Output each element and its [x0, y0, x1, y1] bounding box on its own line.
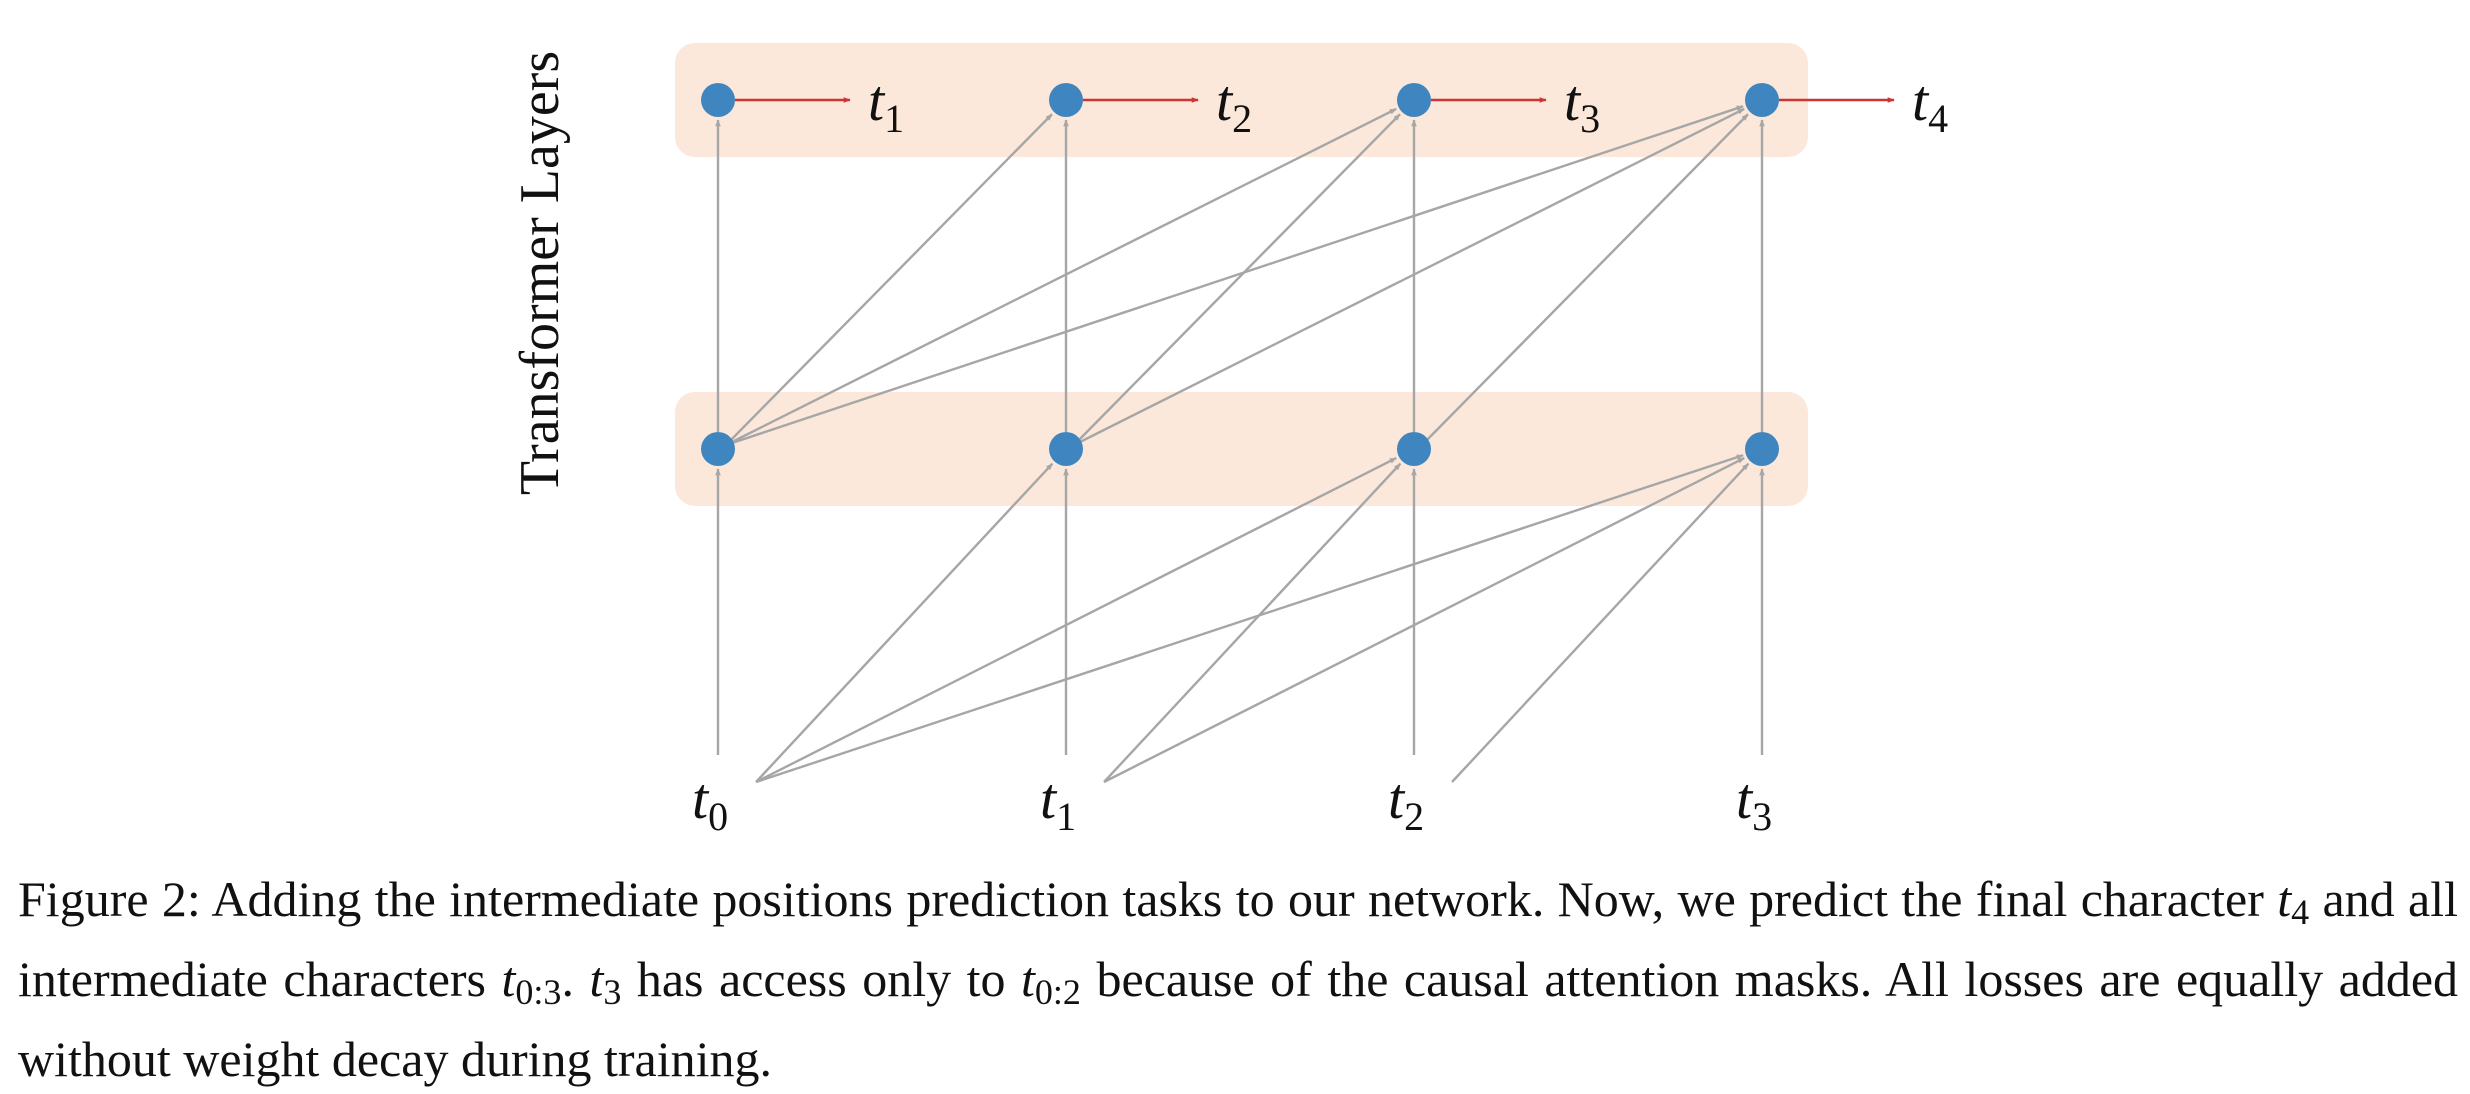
attention-edge: [1421, 113, 1749, 446]
attention-edge: [755, 456, 1397, 784]
attention-edge: [1451, 462, 1750, 783]
attention-edge: [725, 107, 1397, 447]
layer-axis-label-text: Transformer Layers: [509, 50, 572, 496]
output-token-label-base: t: [1564, 68, 1581, 133]
caption-sub: 4: [2291, 892, 2310, 932]
input-token-label: t1: [1040, 770, 1076, 837]
input-token-label-base: t: [1040, 766, 1057, 831]
hidden-state-node: [1049, 432, 1083, 466]
caption-var: t: [1021, 951, 1035, 1007]
hidden-state-node: [701, 432, 735, 466]
input-token-label-subscript: 1: [1056, 794, 1077, 839]
caption-prefix: Figure 2: Adding the intermediate positi…: [18, 871, 2278, 927]
output-token-label-subscript: 1: [884, 96, 905, 141]
output-token-label: t3: [1564, 72, 1600, 139]
caption-var: t: [589, 951, 604, 1007]
layer-band: [675, 43, 1808, 157]
figure-caption: Figure 2: Adding the intermediate positi…: [18, 866, 2458, 1093]
attention-edge: [1103, 462, 1402, 783]
caption-mid: has access only to: [621, 951, 1022, 1007]
caption-sub: 0:2: [1034, 972, 1081, 1012]
hidden-state-node: [1397, 432, 1431, 466]
input-token-label-base: t: [1736, 766, 1753, 831]
output-token-label-subscript: 2: [1232, 96, 1253, 141]
hidden-state-node: [1049, 83, 1083, 117]
input-token-label-subscript: 0: [708, 794, 729, 839]
caption-mid: .: [561, 951, 590, 1007]
caption-var: t: [501, 951, 516, 1007]
output-token-label: t1: [868, 72, 904, 139]
attention-edge: [755, 454, 1744, 784]
output-token-label-base: t: [1912, 68, 1929, 133]
input-token-label: t0: [692, 770, 728, 837]
output-token-label-base: t: [1216, 68, 1233, 133]
attention-edge: [725, 105, 1744, 447]
caption-sub: 0:3: [515, 972, 562, 1012]
hidden-state-node: [1745, 83, 1779, 117]
caption-mid: and all intermediate characters: [18, 871, 2458, 1007]
attention-edge: [1073, 107, 1745, 447]
output-token-label-subscript: 3: [1580, 96, 1601, 141]
architecture-diagram: [675, 43, 1895, 784]
hidden-state-node: [701, 83, 735, 117]
input-token-label-subscript: 3: [1752, 794, 1773, 839]
input-token-label-base: t: [1388, 766, 1405, 831]
caption-var: t: [2277, 871, 2292, 927]
attention-edge: [1103, 456, 1745, 784]
attention-edge: [1073, 113, 1401, 446]
input-token-label-subscript: 2: [1404, 794, 1425, 839]
output-token-label-subscript: 4: [1928, 96, 1949, 141]
caption-suffix: because of the causal attention masks. A…: [18, 951, 2459, 1087]
input-token-label-base: t: [692, 766, 709, 831]
layer-band: [675, 392, 1808, 506]
attention-edge: [725, 113, 1053, 446]
caption-sub: 3: [603, 972, 622, 1012]
output-token-label: t2: [1216, 72, 1252, 139]
input-token-label: t2: [1388, 770, 1424, 837]
hidden-state-node: [1397, 83, 1431, 117]
input-token-label: t3: [1736, 770, 1772, 837]
hidden-state-node: [1745, 432, 1779, 466]
output-token-label-base: t: [868, 68, 885, 133]
output-token-label: t4: [1912, 72, 1948, 139]
attention-edge: [755, 462, 1054, 783]
layer-axis-label: Transformer Layers: [490, 28, 590, 518]
